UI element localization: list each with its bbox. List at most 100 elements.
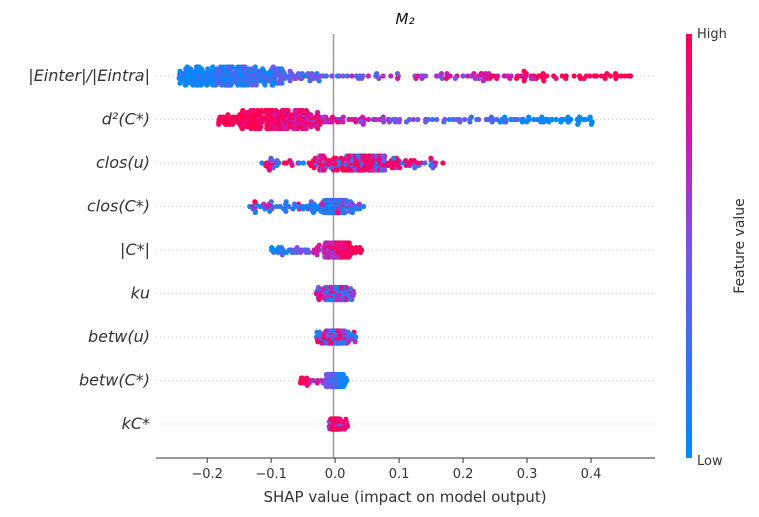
- shap-point: [204, 82, 210, 88]
- shap-point: [290, 206, 296, 212]
- shap-point: [613, 71, 619, 77]
- shap-point: [314, 329, 320, 335]
- feature-labels: |Einter|/|Eintra| d²(C*) clos(u) clos(C*) |C…: [28, 66, 150, 433]
- shap-point: [414, 160, 421, 166]
- shap-point: [372, 167, 378, 173]
- shap-point: [296, 160, 302, 166]
- shap-point: [396, 119, 402, 125]
- shap-point: [225, 112, 231, 118]
- shap-point: [318, 377, 324, 384]
- shap-point: [318, 153, 324, 159]
- shap-point: [265, 78, 271, 84]
- shap-point: [298, 107, 305, 114]
- shap-point: [190, 82, 196, 88]
- shap-point: [438, 71, 445, 77]
- shap-point: [350, 249, 356, 255]
- shap-point: [381, 119, 387, 125]
- feature-label: |Einter|/|Eintra|: [28, 66, 150, 85]
- shap-point: [310, 249, 317, 255]
- shap-point: [341, 254, 347, 260]
- shap-point: [355, 75, 362, 81]
- shap-point: [380, 153, 386, 159]
- shap-point: [292, 75, 298, 81]
- shap-point: [289, 162, 295, 168]
- shap-point: [261, 116, 267, 123]
- shap-point: [261, 201, 267, 207]
- shap-point: [328, 165, 334, 171]
- shap-point: [512, 116, 518, 123]
- shap-point: [602, 75, 608, 81]
- beeswarm-points: [176, 64, 634, 432]
- shap-point: [315, 284, 321, 291]
- shap-point: [335, 383, 341, 390]
- shap-point: [328, 296, 334, 303]
- shap-point: [236, 80, 242, 86]
- shap-point: [323, 240, 329, 246]
- shap-point: [349, 116, 355, 123]
- shap-point: [335, 340, 341, 346]
- shap-point: [604, 71, 610, 77]
- shap-point: [354, 206, 360, 212]
- shap-point: [349, 296, 355, 303]
- shap-point: [245, 82, 251, 88]
- shap-point: [303, 203, 310, 210]
- feature-label: d²(C*): [102, 110, 150, 129]
- shap-point: [432, 162, 438, 168]
- feature-label: clos(C*): [87, 197, 150, 216]
- shap-point: [327, 284, 334, 291]
- shap-point: [343, 416, 349, 422]
- shap-point: [381, 167, 387, 173]
- shap-point: [528, 75, 535, 81]
- shap-point: [380, 114, 386, 120]
- x-tick-label: 0.3: [517, 467, 538, 482]
- shap-point: [316, 296, 322, 303]
- shap-point: [321, 295, 327, 301]
- shap-point: [331, 155, 337, 161]
- shap-point: [260, 66, 266, 72]
- x-tick-label: 0.1: [389, 467, 410, 482]
- shap-point: [311, 165, 317, 171]
- shap-point: [446, 116, 452, 123]
- shap-point: [257, 78, 263, 84]
- shap-point: [334, 296, 341, 303]
- shap-point: [313, 290, 319, 297]
- shap-point: [295, 71, 302, 77]
- shap-point: [281, 71, 287, 77]
- shap-point: [403, 158, 409, 164]
- shap-point: [263, 162, 269, 168]
- shap-point: [334, 73, 340, 79]
- shap-point: [497, 119, 503, 125]
- shap-point: [327, 240, 333, 246]
- shap-point: [246, 124, 252, 130]
- shap-point: [276, 109, 282, 115]
- shap-point: [356, 167, 362, 173]
- shap-point: [410, 116, 416, 123]
- shap-point: [394, 71, 401, 77]
- shap-point: [283, 208, 289, 214]
- shap-point: [384, 162, 390, 168]
- shap-point: [323, 383, 329, 390]
- shap-point: [248, 107, 254, 114]
- shap-point: [503, 119, 509, 125]
- colorbar-high-label: High: [697, 27, 727, 42]
- shap-point: [239, 125, 245, 132]
- shap-point: [337, 371, 343, 378]
- shap-point: [253, 125, 259, 132]
- shap-point: [397, 165, 403, 171]
- shap-point: [289, 249, 295, 255]
- shap-point: [195, 82, 201, 88]
- shap-point: [433, 73, 440, 79]
- shap-point: [563, 75, 569, 81]
- shap-point: [294, 245, 300, 251]
- feature-label: betw(C*): [79, 371, 150, 390]
- shap-point: [376, 116, 383, 123]
- shap-point: [277, 80, 283, 86]
- shap-point: [360, 114, 366, 120]
- shap-point: [334, 167, 340, 173]
- shap-point: [270, 82, 276, 88]
- shap-point: [253, 82, 259, 88]
- shap-point: [268, 199, 274, 205]
- row-gridlines: [156, 75, 655, 425]
- shap-point: [240, 107, 246, 114]
- shap-point: [373, 73, 379, 79]
